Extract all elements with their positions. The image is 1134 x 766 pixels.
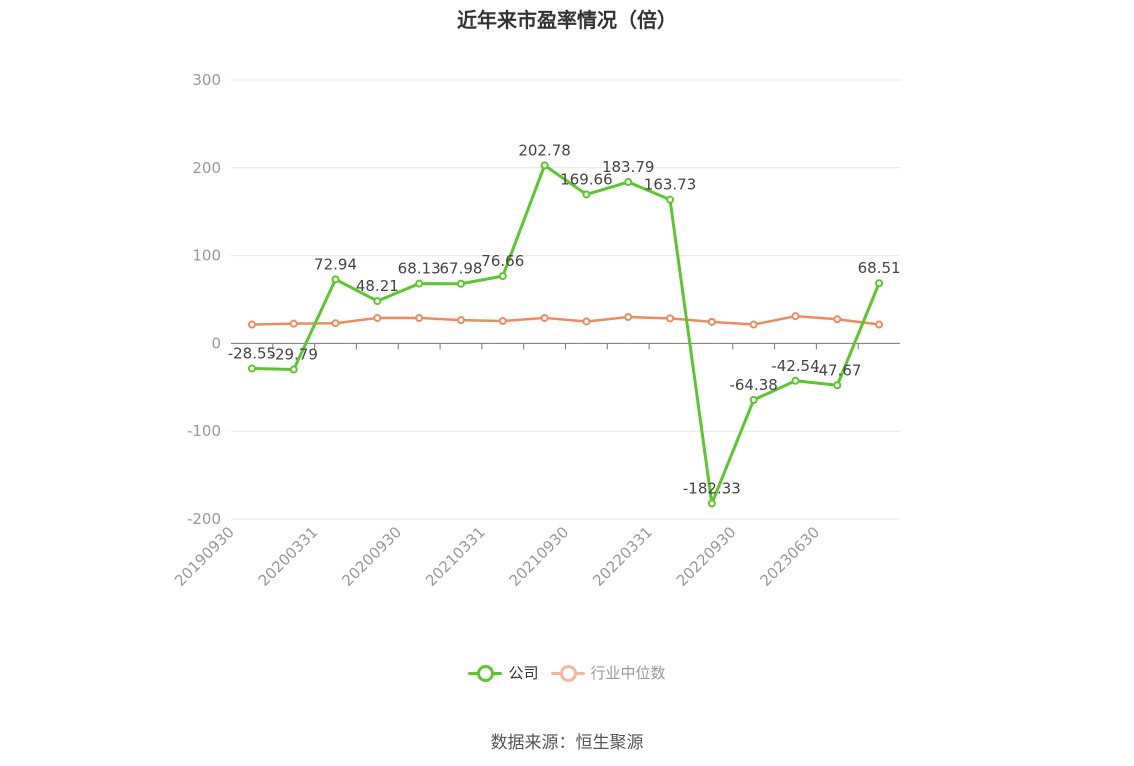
point-industry-median xyxy=(291,321,297,327)
data-label-company: -29.79 xyxy=(270,346,318,364)
point-industry-median xyxy=(542,315,548,321)
point-company xyxy=(583,191,589,197)
point-industry-median xyxy=(709,319,715,325)
point-industry-median xyxy=(583,318,589,324)
point-company xyxy=(291,367,297,373)
x-tick-label: 20200930 xyxy=(338,523,405,590)
legend-item-company[interactable]: 公司 xyxy=(468,662,538,683)
y-tick-label: 200 xyxy=(192,159,221,177)
point-industry-median xyxy=(416,315,422,321)
point-company xyxy=(333,276,339,282)
point-company xyxy=(751,397,757,403)
data-label-company: 72.94 xyxy=(314,255,357,273)
series-line-company xyxy=(252,165,879,503)
x-tick-label: 20190930 xyxy=(171,523,238,590)
point-industry-median xyxy=(458,317,464,323)
x-tick-label: 20200331 xyxy=(255,523,322,590)
data-label-company: 48.21 xyxy=(356,277,399,295)
y-tick-label: 300 xyxy=(192,71,221,89)
data-label-company: -47.67 xyxy=(813,361,861,379)
point-company xyxy=(667,197,673,203)
point-industry-median xyxy=(834,316,840,322)
data-label-company: 68.13 xyxy=(398,260,441,278)
point-company xyxy=(458,281,464,287)
point-company xyxy=(792,378,798,384)
x-tick-label: 20230630 xyxy=(756,523,823,590)
line-chart: -200 -100 0 100 200 300 20190930 20200331 202009… xyxy=(0,0,1134,650)
data-label-company: -182.33 xyxy=(683,479,741,497)
point-industry-median xyxy=(792,313,798,319)
data-label-company: 76.66 xyxy=(481,252,524,270)
point-company xyxy=(374,298,380,304)
legend-industry-line-icon xyxy=(551,664,585,682)
point-industry-median xyxy=(667,315,673,321)
point-industry-median xyxy=(876,322,882,328)
legend-company-line-icon xyxy=(468,664,502,682)
point-industry-median xyxy=(500,318,506,324)
point-industry-median xyxy=(751,322,757,328)
point-industry-median xyxy=(625,314,631,320)
x-tick-label: 20210930 xyxy=(506,523,573,590)
point-industry-median xyxy=(374,315,380,321)
y-tick-label: -100 xyxy=(187,422,221,440)
data-label-company: 183.79 xyxy=(602,158,655,176)
data-label-company: 202.78 xyxy=(518,141,571,159)
point-company xyxy=(542,162,548,168)
data-source-note: 数据来源：恒生聚源 xyxy=(0,728,1134,753)
series-line-industry-median xyxy=(252,316,879,324)
data-label-company: -64.38 xyxy=(729,376,777,394)
x-tick-label: 20210331 xyxy=(422,523,489,590)
y-tick-label: -200 xyxy=(187,510,221,528)
point-company xyxy=(709,500,715,506)
legend-label-industry-median: 行业中位数 xyxy=(591,662,666,683)
x-tick-label: 20220930 xyxy=(673,523,740,590)
y-tick-label: 100 xyxy=(192,247,221,265)
y-tick-label: 0 xyxy=(211,334,221,352)
chart-legend: 公司 行业中位数 xyxy=(0,662,1134,683)
data-label-company: 163.73 xyxy=(644,176,697,194)
point-company xyxy=(876,280,882,286)
point-industry-median xyxy=(333,320,339,326)
data-label-company: 67.98 xyxy=(439,260,482,278)
point-company xyxy=(249,365,255,371)
point-industry-median xyxy=(249,322,255,328)
point-company xyxy=(416,281,422,287)
data-label-company: 68.51 xyxy=(858,259,901,277)
x-tick-label: 20220331 xyxy=(589,523,656,590)
legend-label-company: 公司 xyxy=(508,662,538,683)
point-company xyxy=(834,382,840,388)
point-company xyxy=(625,179,631,185)
series-layer xyxy=(249,162,882,506)
point-company xyxy=(500,273,506,279)
legend-item-industry-median[interactable]: 行业中位数 xyxy=(551,662,666,683)
